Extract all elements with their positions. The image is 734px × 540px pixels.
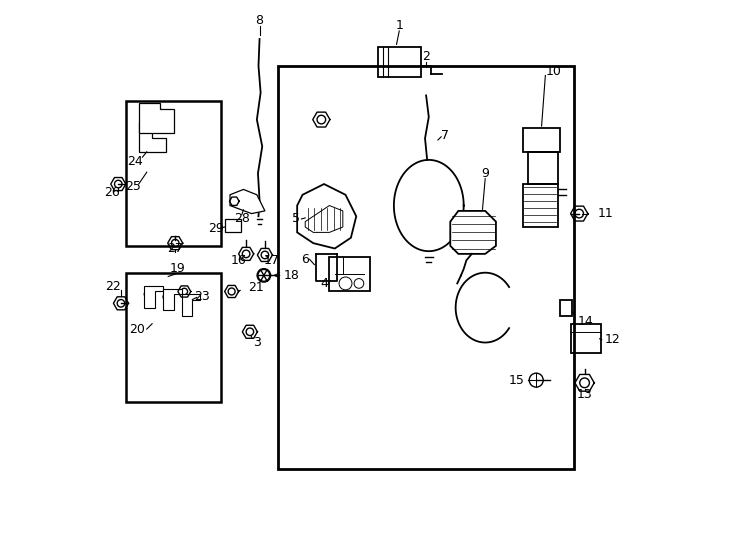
Polygon shape — [230, 190, 265, 214]
Polygon shape — [139, 122, 166, 152]
Polygon shape — [450, 211, 496, 254]
Text: 17: 17 — [264, 254, 280, 267]
Text: 28: 28 — [234, 212, 250, 225]
Text: 18: 18 — [284, 269, 299, 282]
Polygon shape — [225, 219, 241, 232]
Text: 12: 12 — [605, 333, 621, 346]
Text: 27: 27 — [167, 242, 184, 255]
Text: 21: 21 — [248, 281, 264, 294]
Text: 10: 10 — [545, 65, 562, 78]
Text: 6: 6 — [301, 253, 308, 266]
Bar — [330, 256, 370, 292]
Text: 8: 8 — [255, 14, 264, 26]
Text: 5: 5 — [292, 212, 300, 226]
Bar — [523, 184, 558, 227]
Text: 16: 16 — [230, 254, 246, 267]
Bar — [523, 127, 560, 152]
Polygon shape — [144, 286, 163, 308]
Text: 20: 20 — [129, 322, 145, 335]
Text: 26: 26 — [104, 186, 120, 199]
Polygon shape — [297, 184, 356, 248]
Bar — [560, 300, 573, 316]
Text: 14: 14 — [578, 314, 594, 328]
Text: 3: 3 — [253, 336, 261, 349]
Polygon shape — [181, 294, 200, 316]
Polygon shape — [139, 104, 174, 133]
Text: 4: 4 — [320, 277, 328, 290]
Text: 13: 13 — [577, 388, 592, 401]
Text: 15: 15 — [509, 374, 524, 387]
Text: 9: 9 — [482, 167, 489, 180]
Text: 11: 11 — [598, 207, 614, 220]
Text: 22: 22 — [105, 280, 121, 293]
Text: 7: 7 — [441, 129, 449, 142]
Polygon shape — [305, 206, 343, 232]
Text: 29: 29 — [208, 221, 223, 234]
Text: 2: 2 — [422, 50, 430, 63]
Bar — [528, 152, 558, 184]
Text: 23: 23 — [194, 291, 209, 303]
Bar — [571, 323, 600, 353]
Polygon shape — [163, 289, 181, 310]
Text: 25: 25 — [125, 180, 141, 193]
Text: 24: 24 — [127, 155, 143, 168]
Text: 19: 19 — [170, 262, 186, 275]
Text: 1: 1 — [396, 19, 403, 32]
